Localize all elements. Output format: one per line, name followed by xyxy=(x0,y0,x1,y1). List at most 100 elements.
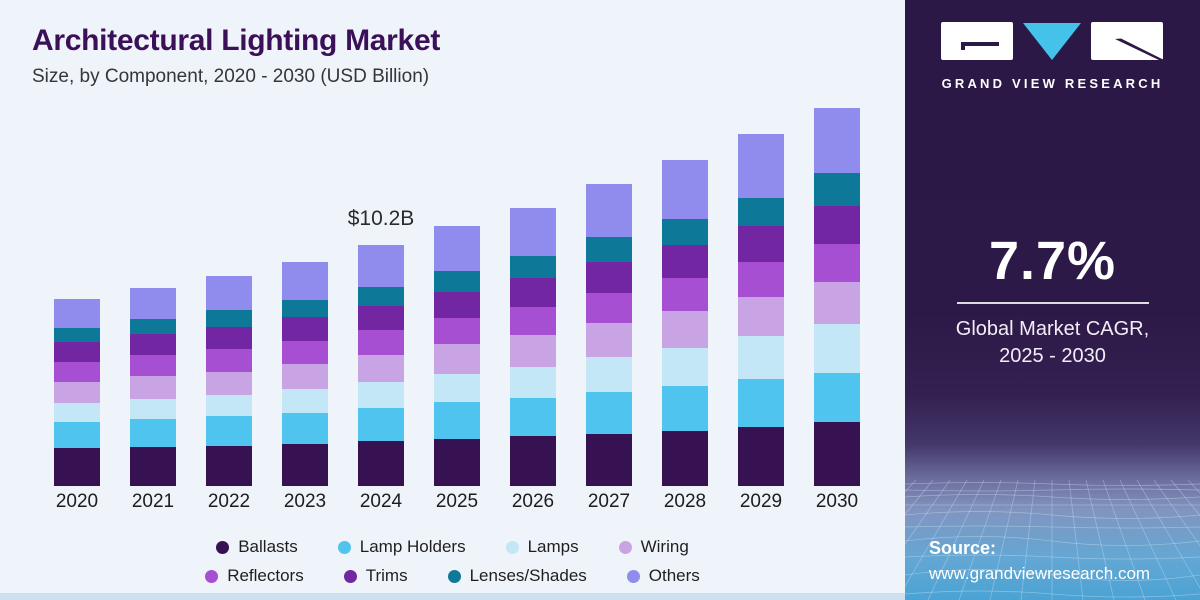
bar-column-2021: 2021 xyxy=(130,287,176,513)
bar-column-2026: 2026 xyxy=(510,207,556,513)
x-axis-tick-2028: 2028 xyxy=(663,491,707,512)
bar-stack-2025 xyxy=(434,226,480,486)
legend-item-reflectors: Reflectors xyxy=(205,566,304,586)
bar-segment-wiring xyxy=(662,311,708,348)
bar-segment-trims xyxy=(358,305,404,331)
chart-panel: Architectural Lighting Market Size, by C… xyxy=(0,0,905,600)
legend-item-wiring: Wiring xyxy=(618,537,689,557)
legend-dot-icon xyxy=(505,540,519,554)
legend-dot-icon xyxy=(205,569,219,583)
bar-segment-reflectors xyxy=(586,292,632,324)
legend-label: Lenses/Shades xyxy=(469,566,587,585)
bar-segment-lamp-holders xyxy=(358,408,404,442)
bar-segment-ballasts xyxy=(130,447,176,486)
bar-value-annotation: $10.2B xyxy=(347,207,415,231)
legend-dot-icon xyxy=(337,540,351,554)
bar-segment-wiring xyxy=(814,281,860,325)
x-axis-tick-2023: 2023 xyxy=(283,491,327,512)
bar-segment-wiring xyxy=(54,382,100,404)
bar-segment-lenses-shades xyxy=(814,173,860,207)
legend-dot-icon xyxy=(618,540,632,554)
bar-segment-ballasts xyxy=(662,430,708,486)
bar-column-2023: 2023 xyxy=(282,261,328,513)
bar-segment-others xyxy=(738,134,784,199)
x-axis-tick-2030: 2030 xyxy=(815,491,859,512)
source-block: Source: www.grandviewresearch.com xyxy=(929,538,1150,584)
source-url-link[interactable]: www.grandviewresearch.com xyxy=(929,564,1151,583)
bar-column-2025: 2025 xyxy=(434,226,480,513)
x-axis-tick-2024: 2024 xyxy=(359,491,403,512)
source-label: Source: xyxy=(929,538,997,558)
bar-segment-lamp-holders xyxy=(434,402,480,439)
bar-segment-others xyxy=(586,183,632,238)
x-axis-tick-2025: 2025 xyxy=(435,491,479,512)
bar-segment-wiring xyxy=(434,344,480,374)
bar-stack-2028 xyxy=(662,160,708,486)
page-subtitle: Size, by Component, 2020 - 2030 (USD Bil… xyxy=(32,66,430,87)
chart-header: Architectural Lighting Market Size, by C… xyxy=(0,0,905,88)
bar-segment-reflectors xyxy=(54,362,100,383)
bar-segment-ballasts xyxy=(586,434,632,486)
bar-segment-wiring xyxy=(358,355,404,383)
bar-segment-lamps xyxy=(738,336,784,379)
bar-stack-2026 xyxy=(510,207,556,486)
plot-area: 2020 2021 2022 2023 $10.2B 2024 2025 2026 2027 20… xyxy=(54,108,860,513)
legend-item-lamp-holders: Lamp Holders xyxy=(337,537,466,557)
bar-segment-lamps xyxy=(814,324,860,373)
bar-segment-lamps xyxy=(130,398,176,419)
bar-segment-others xyxy=(662,160,708,220)
bar-segment-others xyxy=(282,261,328,300)
bar-segment-trims xyxy=(510,278,556,307)
bar-segment-others xyxy=(358,245,404,287)
x-axis-tick-2022: 2022 xyxy=(207,491,251,512)
brand-sidebar: GRAND VIEW RESEARCH 7.7% Global Market C… xyxy=(905,0,1200,600)
bar-segment-lenses-shades xyxy=(358,286,404,306)
legend-item-ballasts: Ballasts xyxy=(216,537,298,557)
bar-segment-trims xyxy=(282,317,328,341)
bar-segment-ballasts xyxy=(206,445,252,486)
bar-segment-lenses-shades xyxy=(510,255,556,279)
bar-segment-others xyxy=(814,108,860,174)
bar-column-2020: 2020 xyxy=(54,299,100,513)
bar-segment-lamp-holders xyxy=(662,385,708,431)
bar-segment-ballasts xyxy=(738,427,784,486)
bar-segment-lamps xyxy=(358,382,404,409)
bar-segment-lamps xyxy=(586,357,632,392)
bar-segment-others xyxy=(54,299,100,328)
bar-segment-trims xyxy=(586,261,632,293)
bar-segment-lenses-shades xyxy=(662,219,708,246)
bar-segment-lamp-holders xyxy=(54,422,100,449)
bar-segment-trims xyxy=(662,245,708,279)
panel-bottom-strip xyxy=(0,593,905,600)
bar-segment-lamps xyxy=(662,347,708,386)
bar-segment-reflectors xyxy=(738,261,784,298)
bar-segment-others xyxy=(510,207,556,256)
legend-dot-icon xyxy=(626,569,640,583)
brand-logo-block: GRAND VIEW RESEARCH xyxy=(905,20,1200,91)
stat-divider xyxy=(956,302,1149,304)
legend-label: Ballasts xyxy=(238,537,298,556)
x-axis-tick-2029: 2029 xyxy=(739,491,783,512)
bar-segment-others xyxy=(130,287,176,319)
cagr-stat-block: 7.7% Global Market CAGR, 2025 - 2030 xyxy=(905,230,1200,370)
bar-segment-lenses-shades xyxy=(586,237,632,262)
bar-segment-wiring xyxy=(586,323,632,358)
bar-segment-reflectors xyxy=(662,278,708,312)
bar-column-2030: 2030 xyxy=(814,108,860,513)
legend-dot-icon xyxy=(343,569,357,583)
bar-segment-lamps xyxy=(54,403,100,423)
legend-label: Others xyxy=(648,566,700,585)
bar-segment-reflectors xyxy=(282,340,328,365)
bar-stack-2024 xyxy=(358,245,404,486)
bar-segment-lenses-shades xyxy=(54,327,100,342)
bar-segment-lamp-holders xyxy=(586,391,632,435)
legend-dot-icon xyxy=(216,540,230,554)
bar-segment-lamp-holders xyxy=(510,397,556,437)
x-axis-tick-2021: 2021 xyxy=(131,491,175,512)
bar-segment-lamp-holders xyxy=(206,416,252,446)
page-title: Architectural Lighting Market xyxy=(32,24,441,57)
bar-segment-lenses-shades xyxy=(434,271,480,293)
legend-item-lenses-shades: Lenses/Shades xyxy=(447,566,587,586)
bar-segment-wiring xyxy=(206,371,252,396)
